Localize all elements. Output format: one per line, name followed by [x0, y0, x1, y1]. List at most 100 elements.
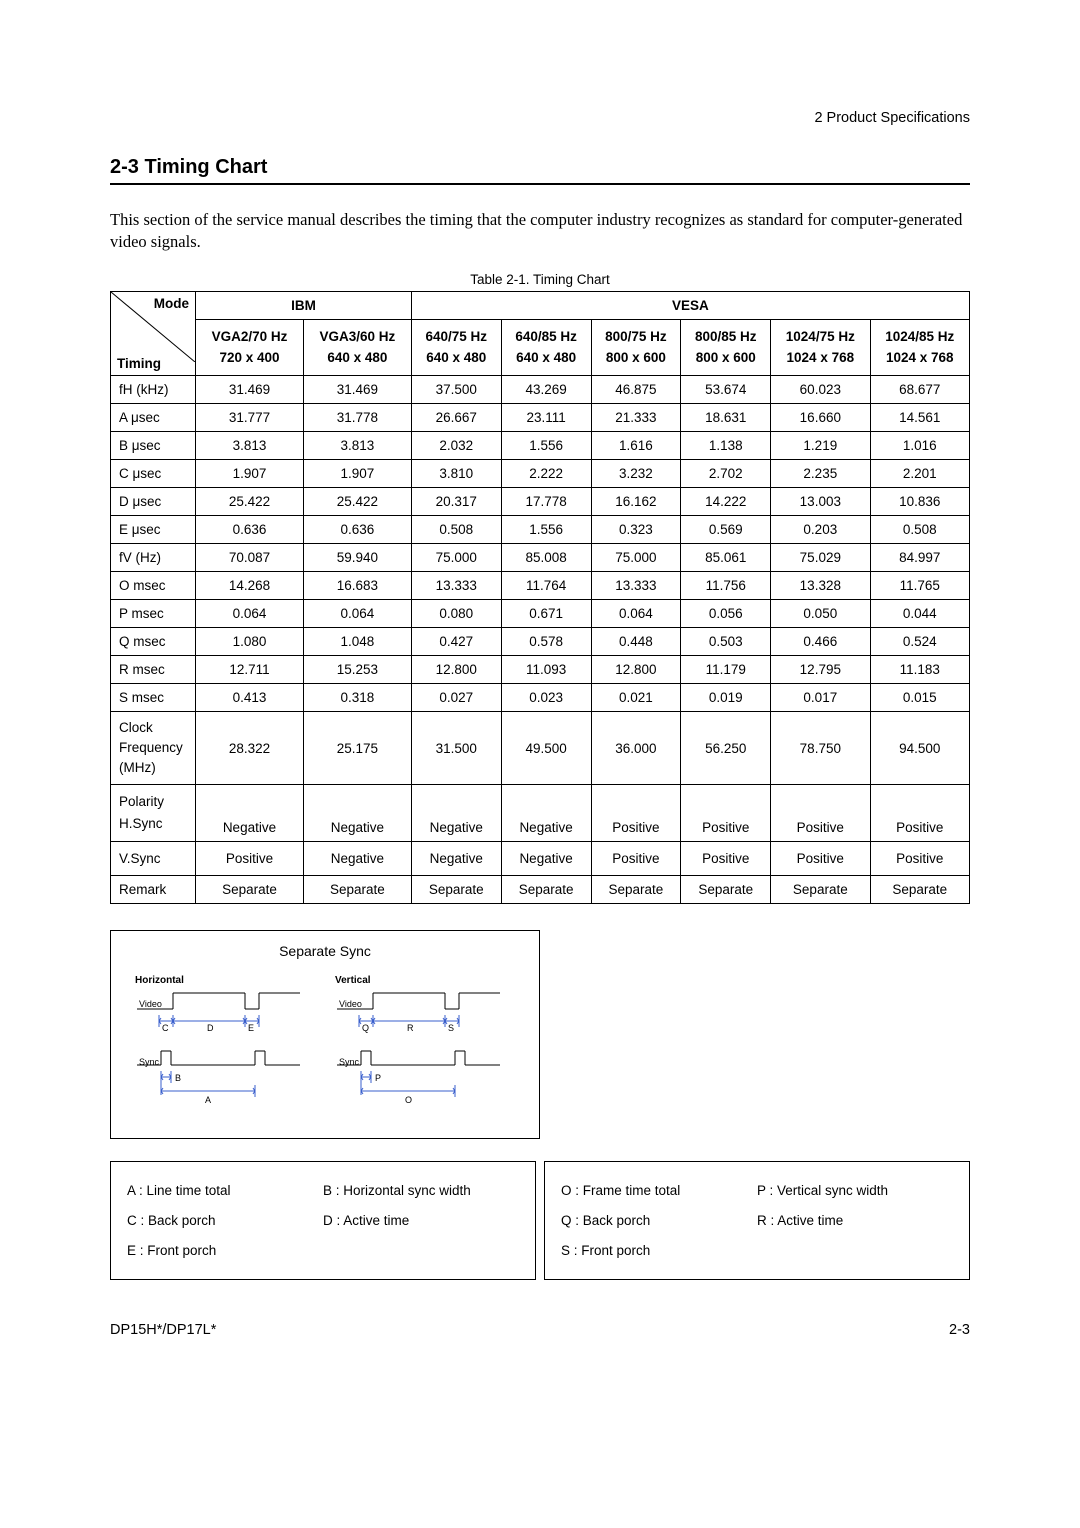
- data-cell: 0.017: [771, 683, 870, 711]
- data-cell: 56.250: [681, 711, 771, 785]
- horizontal-label: Horizontal: [135, 975, 184, 986]
- svg-text:E: E: [248, 1023, 254, 1033]
- data-cell: 84.997: [870, 543, 969, 571]
- data-cell: 0.524: [870, 627, 969, 655]
- svg-text:A: A: [205, 1095, 211, 1105]
- svg-text:R: R: [407, 1023, 414, 1033]
- timing-diagram-svg: Horizontal Video CDE Sync: [125, 969, 525, 1119]
- data-cell: Separate: [196, 876, 304, 904]
- row-label: O msec: [111, 571, 196, 599]
- column-header: VGA3/60 Hz640 x 480: [303, 319, 411, 375]
- data-cell: 0.508: [870, 515, 969, 543]
- legend-item: [323, 1236, 519, 1266]
- data-cell: 1.016: [870, 431, 969, 459]
- data-cell: Negative: [411, 841, 501, 876]
- data-cell: 12.800: [591, 655, 681, 683]
- data-cell: 17.778: [501, 487, 591, 515]
- data-cell: 0.064: [303, 599, 411, 627]
- data-cell: Positive: [681, 841, 771, 876]
- data-cell: 94.500: [870, 711, 969, 785]
- svg-text:D: D: [207, 1023, 214, 1033]
- data-cell: 31.777: [196, 403, 304, 431]
- data-cell: 37.500: [411, 375, 501, 403]
- row-label: B μsec: [111, 431, 196, 459]
- data-cell: 11.093: [501, 655, 591, 683]
- data-cell: 36.000: [591, 711, 681, 785]
- data-cell: 46.875: [591, 375, 681, 403]
- data-cell: 3.813: [303, 431, 411, 459]
- data-cell: 1.556: [501, 431, 591, 459]
- data-cell: 0.080: [411, 599, 501, 627]
- data-cell: 15.253: [303, 655, 411, 683]
- intro-text: This section of the service manual descr…: [110, 209, 970, 254]
- data-cell: 25.175: [303, 711, 411, 785]
- data-cell: 0.027: [411, 683, 501, 711]
- row-label: E μsec: [111, 515, 196, 543]
- data-cell: 0.427: [411, 627, 501, 655]
- data-cell: Positive: [681, 785, 771, 841]
- timing-axis-label: Timing: [117, 356, 161, 371]
- data-cell: 0.056: [681, 599, 771, 627]
- data-cell: 2.201: [870, 459, 969, 487]
- row-label: A μsec: [111, 403, 196, 431]
- data-cell: 0.578: [501, 627, 591, 655]
- column-header: VGA2/70 Hz720 x 400: [196, 319, 304, 375]
- data-cell: 11.756: [681, 571, 771, 599]
- data-cell: 0.636: [303, 515, 411, 543]
- svg-text:B: B: [175, 1073, 181, 1083]
- row-label: Q msec: [111, 627, 196, 655]
- data-cell: Positive: [771, 785, 870, 841]
- data-cell: Separate: [501, 876, 591, 904]
- data-cell: Positive: [591, 785, 681, 841]
- data-cell: 0.023: [501, 683, 591, 711]
- data-cell: 31.500: [411, 711, 501, 785]
- data-cell: 28.322: [196, 711, 304, 785]
- data-cell: 1.907: [303, 459, 411, 487]
- data-cell: 31.469: [303, 375, 411, 403]
- data-cell: 23.111: [501, 403, 591, 431]
- data-cell: 43.269: [501, 375, 591, 403]
- data-cell: Positive: [771, 841, 870, 876]
- data-cell: 14.268: [196, 571, 304, 599]
- data-cell: 11.183: [870, 655, 969, 683]
- row-label: fH (kHz): [111, 375, 196, 403]
- row-label: C μsec: [111, 459, 196, 487]
- data-cell: 0.015: [870, 683, 969, 711]
- data-cell: 11.179: [681, 655, 771, 683]
- data-cell: 59.940: [303, 543, 411, 571]
- svg-text:P: P: [375, 1073, 381, 1083]
- legend-vertical: O : Frame time totalP : Vertical sync wi…: [544, 1161, 970, 1280]
- data-cell: 0.503: [681, 627, 771, 655]
- data-cell: Separate: [303, 876, 411, 904]
- data-cell: 26.667: [411, 403, 501, 431]
- data-cell: 0.021: [591, 683, 681, 711]
- data-cell: 2.235: [771, 459, 870, 487]
- data-cell: Positive: [196, 841, 304, 876]
- data-cell: Separate: [681, 876, 771, 904]
- data-cell: 0.019: [681, 683, 771, 711]
- data-cell: Positive: [870, 841, 969, 876]
- data-cell: Separate: [411, 876, 501, 904]
- remark-label: Remark: [111, 876, 196, 904]
- data-cell: 13.328: [771, 571, 870, 599]
- data-cell: 3.232: [591, 459, 681, 487]
- data-cell: 1.219: [771, 431, 870, 459]
- data-cell: 1.048: [303, 627, 411, 655]
- polarity-label: Polarity H.Sync: [111, 785, 196, 841]
- data-cell: Separate: [771, 876, 870, 904]
- row-label: fV (Hz): [111, 543, 196, 571]
- data-cell: 2.702: [681, 459, 771, 487]
- data-cell: Negative: [303, 841, 411, 876]
- separate-sync-diagram: Separate Sync Horizontal Video CDE: [110, 930, 540, 1139]
- data-cell: 2.032: [411, 431, 501, 459]
- data-cell: 12.800: [411, 655, 501, 683]
- data-cell: 12.795: [771, 655, 870, 683]
- data-cell: 1.080: [196, 627, 304, 655]
- mode-timing-header: Mode Timing: [111, 291, 196, 375]
- svg-text:Q: Q: [362, 1023, 369, 1033]
- data-cell: 0.044: [870, 599, 969, 627]
- data-cell: 85.061: [681, 543, 771, 571]
- data-cell: 12.711: [196, 655, 304, 683]
- svg-text:Video: Video: [339, 999, 362, 1009]
- legend-item: O : Frame time total: [561, 1176, 757, 1206]
